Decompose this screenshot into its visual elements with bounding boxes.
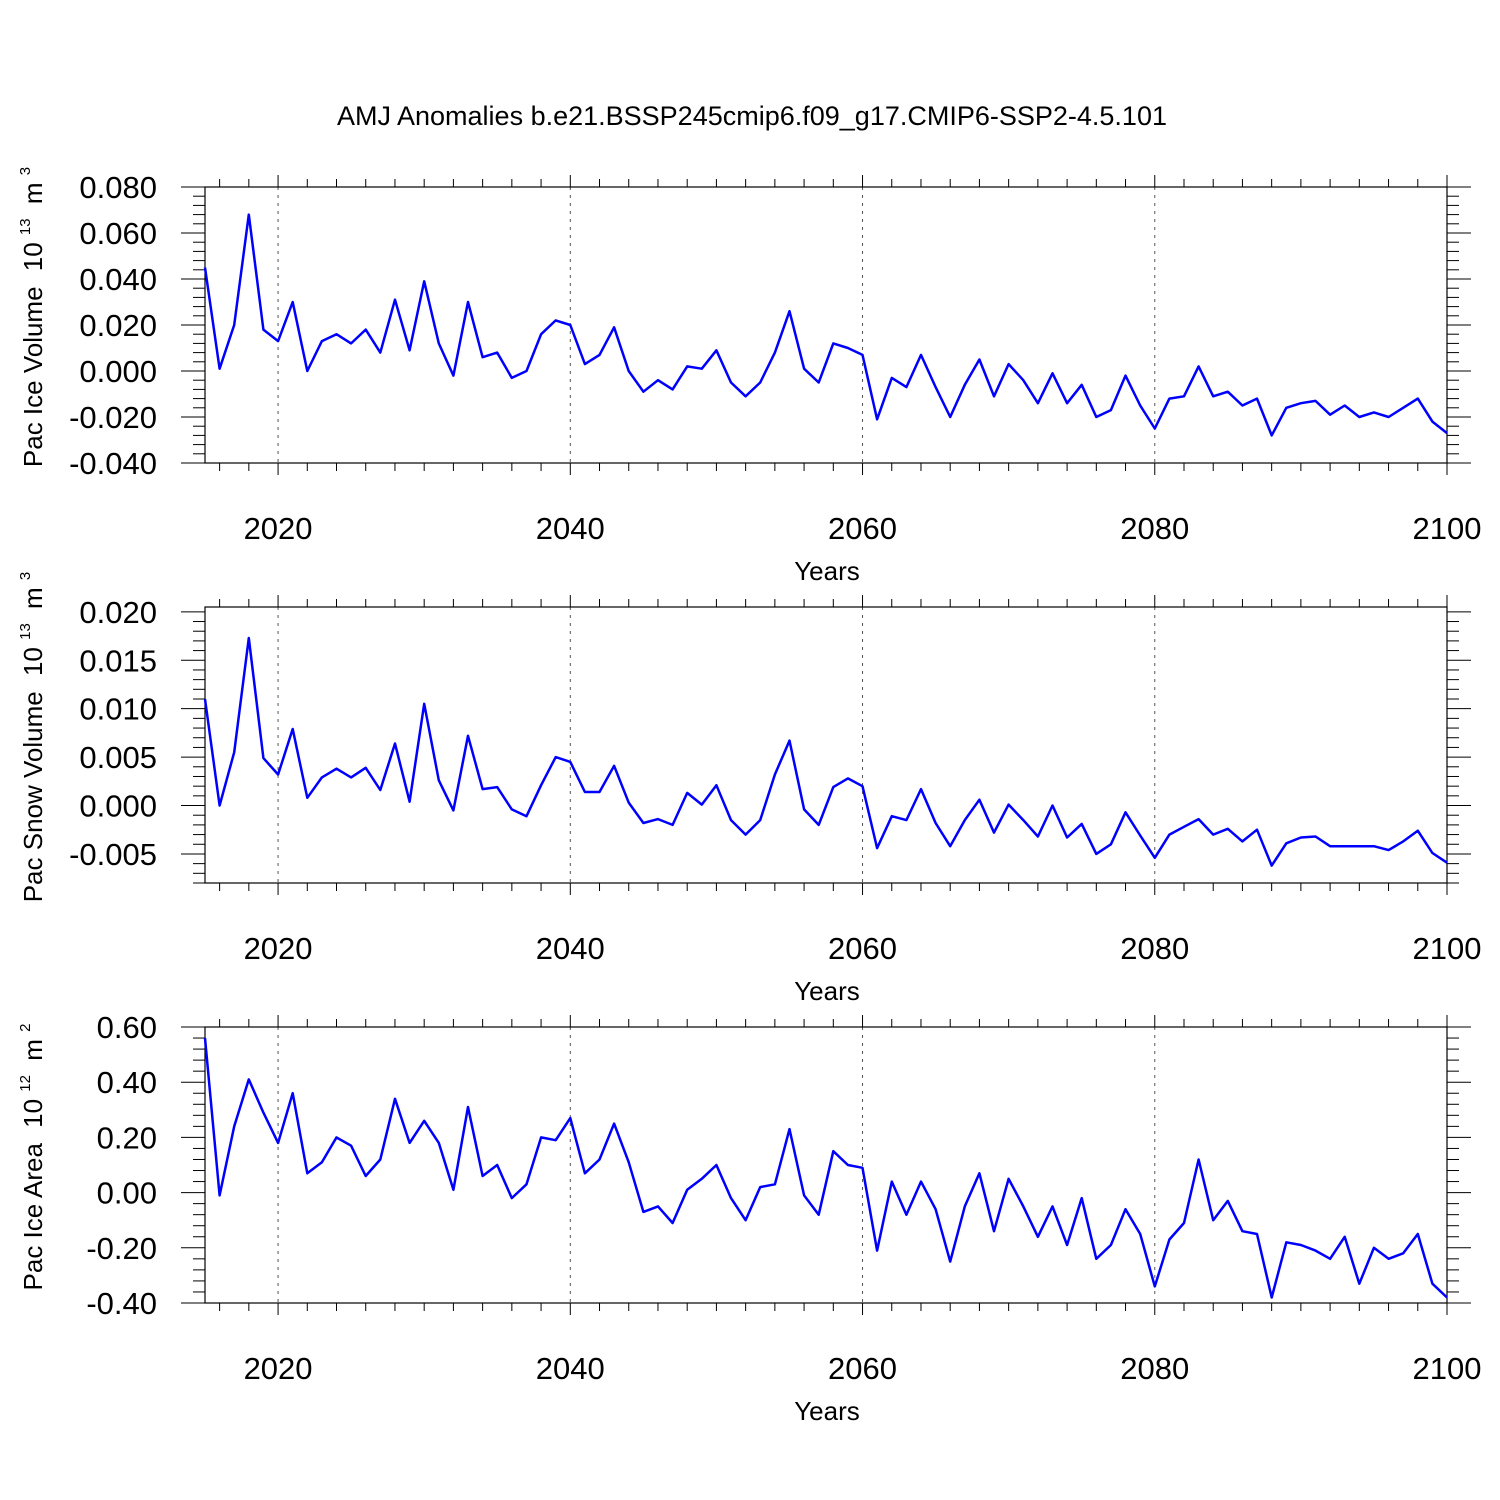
y-tick-label: -0.005 [69,837,157,872]
panel-snow-volume: -0.005 0.000 0.005 0.010 0.015 0.020 2020 2040… [6,572,1482,1006]
y-axis-unit-base: 10 [18,1099,48,1128]
y-tick-label: 0.20 [97,1120,157,1155]
x-axis-label: Years [794,556,860,586]
y-axis-unit: m [18,587,48,609]
y-axis-unit-base: 10 [18,647,48,676]
x-tick-label: 2020 [244,931,313,966]
y-tick-label: 0.40 [97,1065,157,1100]
y-axis-label: Pac Snow Volume 10 13 m 3 [6,572,48,903]
plot-frame [204,606,1448,884]
y-axis-unit: m [18,1039,48,1061]
data-series-line [203,213,1448,437]
figure-title: AMJ Anomalies b.e21.BSSP245cmip6.f09_g17… [337,101,1167,131]
y-axis-label-name: Pac Snow Volume [18,691,48,902]
y-tick-label: 0.005 [79,740,157,775]
y-axis-label-name: Pac Ice Area [18,1143,48,1291]
x-tick-label: 2100 [1413,1351,1482,1386]
panel-ice-area: -0.40 -0.20 0.00 0.20 0.40 0.60 2020 2040 2060 2… [6,1010,1482,1426]
x-tick-label: 2020 [244,511,313,546]
y-tick-label: 0.000 [79,354,157,389]
y-tick-label: 0.000 [79,789,157,824]
x-tick-label: 2040 [536,511,605,546]
y-axis-label-name: Pac Ice Volume [18,286,48,467]
y-tick-label: 0.010 [79,692,157,727]
y-axis-label: Pac Ice Area 10 12 m 2 [6,1024,48,1291]
y-axis-unit-exponent: 12 [17,1075,34,1092]
data-series-line [203,636,1448,867]
y-tick-label: 0.020 [79,308,157,343]
x-tick-label: 2060 [828,1351,897,1386]
x-tick-label: 2040 [536,1351,605,1386]
x-tick-label: 2020 [244,1351,313,1386]
panel-ice-volume: -0.040 -0.020 0.000 0.020 0.040 0.060 0.080 20… [6,167,1482,586]
y-tick-label: 0.060 [79,216,157,251]
x-tick-label: 2080 [1120,511,1189,546]
y-axis-unit-exponent: 13 [17,623,34,640]
y-axis-unit-power: 3 [17,167,34,175]
plot-frame [204,186,1448,464]
x-tick-label: 2040 [536,931,605,966]
y-axis-label: Pac Ice Volume 10 13 m 3 [6,167,48,467]
y-axis-unit-exponent: 13 [17,218,34,235]
plot-frame [204,1026,1448,1304]
x-axis-label: Years [794,976,860,1006]
data-series-line [203,1037,1448,1299]
y-tick-label: 0.080 [79,170,157,205]
x-tick-label: 2080 [1120,1351,1189,1386]
y-tick-label: -0.20 [86,1231,157,1266]
y-tick-label: -0.040 [69,446,157,481]
y-axis-unit-power: 3 [17,572,34,580]
x-tick-label: 2100 [1413,931,1482,966]
y-tick-label: 0.015 [79,643,157,678]
y-tick-label: -0.40 [86,1286,157,1321]
y-tick-label: 0.00 [97,1176,157,1211]
x-tick-label: 2080 [1120,931,1189,966]
x-tick-label: 2060 [828,511,897,546]
y-axis-unit: m [18,182,48,204]
y-axis-unit-base: 10 [18,242,48,271]
y-tick-label: -0.020 [69,400,157,435]
y-tick-label: 0.60 [97,1010,157,1045]
y-axis-unit-power: 2 [17,1024,34,1032]
x-tick-label: 2100 [1413,511,1482,546]
x-tick-label: 2060 [828,931,897,966]
y-tick-label: 0.040 [79,262,157,297]
x-axis-label: Years [794,1396,860,1426]
y-tick-label: 0.020 [79,595,157,630]
